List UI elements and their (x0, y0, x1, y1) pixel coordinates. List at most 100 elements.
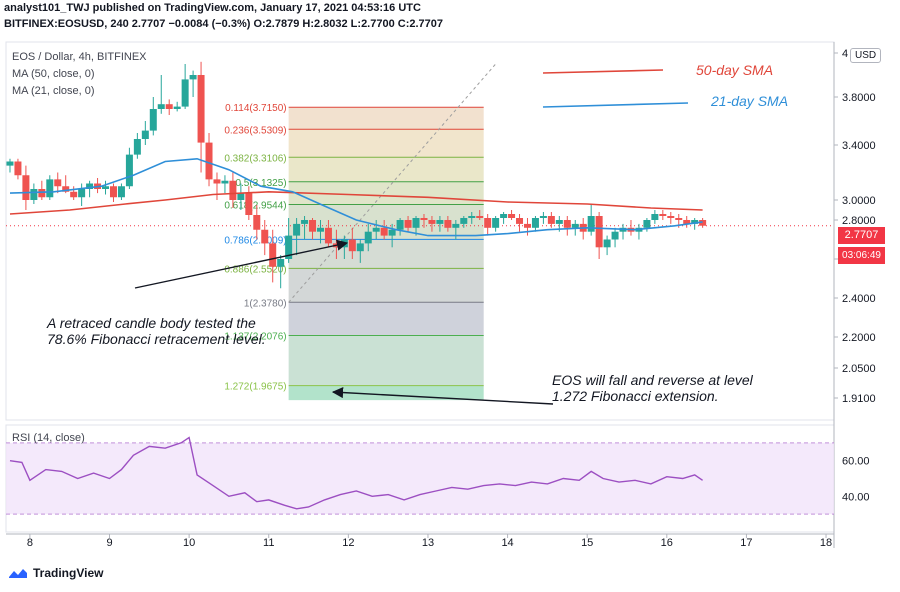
annotation-left-line1: A retraced candle body tested the (47, 315, 256, 331)
legend-ma21[interactable]: MA (21, close, 0) (12, 85, 95, 97)
fib-level-label: 0.886(2.5520) (224, 264, 286, 275)
candle-up (149, 109, 157, 131)
fib-level-label: 0.618(2.9544) (224, 201, 286, 212)
candle-down (62, 186, 70, 192)
candle-down (380, 227, 388, 236)
candle-down (547, 216, 555, 224)
fib-zone-band (288, 107, 484, 130)
candle-up (173, 106, 181, 109)
candle-up (555, 220, 563, 224)
footer-brand[interactable]: TradingView (8, 566, 103, 580)
time-tick-label: 9 (106, 537, 112, 549)
candle-down (309, 220, 317, 232)
legend-symbol[interactable]: EOS / Dollar, 4h, BITFINEX (12, 51, 147, 63)
candle-down (70, 191, 78, 198)
candle-down (516, 218, 524, 224)
candle-up (86, 183, 94, 189)
candle-down (348, 239, 356, 252)
candle-down (476, 216, 484, 218)
candle-up (643, 220, 651, 228)
candle-up (500, 214, 508, 218)
candle-up (117, 186, 125, 198)
candle-up (301, 220, 309, 224)
time-tick-label: 12 (342, 537, 354, 549)
candle-down (683, 220, 691, 224)
fib-zone-band (288, 335, 484, 386)
candle-down (213, 179, 221, 184)
candle-down (22, 175, 30, 200)
legend-ma50[interactable]: MA (50, close, 0) (12, 68, 95, 80)
candle-up (372, 227, 380, 232)
fib-level-label: 1.137(2.2076) (224, 332, 286, 343)
price-tick-label: 3.8000 (842, 92, 876, 104)
candle-down (197, 75, 205, 143)
price-tick-label: 2.4000 (842, 293, 876, 305)
fib-zone-band (288, 268, 484, 303)
fib-zone-band (288, 129, 484, 158)
currency-badge[interactable]: USD (850, 48, 882, 63)
fib-level-label: 0.114(3.7150) (225, 103, 287, 114)
candle-up (492, 218, 500, 228)
rsi-tick-label: 40.00 (842, 491, 870, 503)
candle-up (396, 220, 404, 230)
candle-up (436, 220, 444, 224)
candle-down (253, 215, 261, 230)
candle-up (181, 79, 189, 107)
rsi-line (9, 436, 703, 510)
candle-down (165, 104, 173, 109)
fib-level-label: 0.786(2.7009) (224, 235, 286, 246)
candle-down (484, 218, 492, 228)
candle-up (102, 186, 110, 189)
rsi-tick-label: 60.00 (842, 456, 870, 468)
annotation-right: EOS will fall and reverse at level 1.272… (552, 372, 753, 404)
fib-level-label: 0.382(3.3106) (224, 153, 286, 164)
candle-up (277, 259, 285, 267)
candle-down (428, 220, 436, 224)
candle-down (205, 142, 213, 180)
candle-down (261, 229, 269, 244)
candle-up (364, 231, 372, 244)
candle-up (6, 161, 14, 166)
candle-down (229, 180, 237, 200)
fib-zone-band (288, 302, 484, 336)
candle-down (508, 214, 516, 218)
candle-down (675, 218, 683, 220)
candle-up (691, 220, 699, 224)
candle-down (54, 179, 62, 187)
candle-down (420, 218, 428, 220)
time-tick-label: 8 (27, 537, 33, 549)
candle-up (468, 216, 476, 218)
price-tick-label: 2.8000 (842, 215, 876, 227)
candle-up (388, 229, 396, 236)
candle-down (109, 186, 117, 198)
candle-up (603, 239, 611, 248)
candle-down (245, 193, 253, 215)
candle-up (157, 104, 165, 109)
time-tick-label: 18 (820, 537, 832, 549)
candle-up (356, 243, 364, 252)
time-tick-label: 16 (661, 537, 673, 549)
price-tick-label: 3.4000 (842, 140, 876, 152)
tradingview-logo-icon (9, 569, 27, 578)
time-tick-label: 17 (740, 537, 752, 549)
candle-up (412, 218, 420, 228)
fib-level-label: 1.272(1.9675) (224, 382, 286, 393)
candle-up (316, 227, 324, 232)
time-tick-label: 15 (581, 537, 593, 549)
legend-rsi[interactable]: RSI (14, close) (12, 432, 85, 444)
candle-up (30, 189, 38, 200)
annotation-right-line1: EOS will fall and reverse at level (552, 372, 753, 388)
fib-zone-band (288, 157, 484, 182)
annotation-left-line2: 78.6% Fibonacci retracement level. (47, 331, 266, 347)
sma50-legend-stroke (542, 69, 664, 74)
candle-up (46, 179, 54, 198)
candle-down (444, 220, 452, 228)
candle-up (531, 218, 539, 228)
candle-up (587, 216, 595, 232)
candle-down (667, 216, 675, 218)
candle-down (269, 243, 277, 267)
time-tick-label: 14 (501, 537, 513, 549)
sma50-annotation: 50-day SMA (696, 62, 774, 78)
publish-info: analyst101_TWJ published on TradingView.… (4, 2, 421, 14)
